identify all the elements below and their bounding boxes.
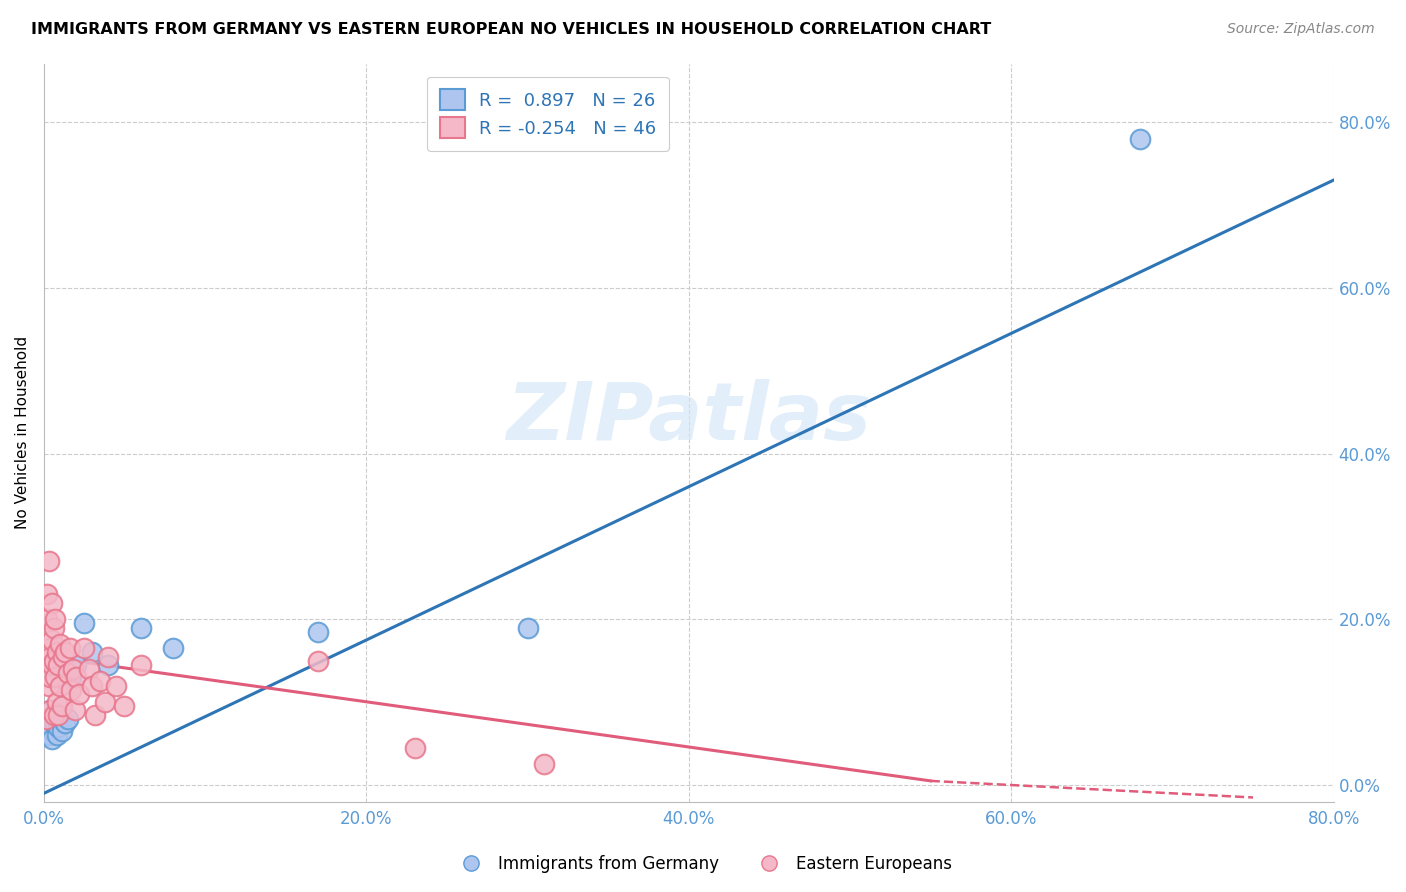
Point	[42, 621, 65, 635]
Point	[41, 724, 63, 739]
Point	[1129, 131, 1152, 145]
Point	[48, 707, 70, 722]
Point	[73, 641, 96, 656]
Point	[51, 699, 73, 714]
Point	[38, 554, 60, 568]
Point	[37, 587, 59, 601]
Point	[105, 679, 128, 693]
Point	[41, 732, 63, 747]
Point	[56, 666, 79, 681]
Point	[37, 612, 59, 626]
Point	[82, 679, 104, 693]
Point	[307, 654, 329, 668]
Point	[53, 645, 76, 659]
Text: IMMIGRANTS FROM GERMANY VS EASTERN EUROPEAN NO VEHICLES IN HOUSEHOLD CORRELATION: IMMIGRANTS FROM GERMANY VS EASTERN EUROP…	[31, 22, 991, 37]
Point	[48, 720, 70, 734]
Point	[53, 715, 76, 730]
Point	[65, 657, 87, 672]
Point	[63, 703, 86, 717]
Point	[37, 728, 59, 742]
Point	[39, 728, 62, 742]
Point	[39, 670, 62, 684]
Point	[65, 670, 87, 684]
Point	[41, 632, 63, 647]
Point	[48, 657, 70, 672]
Point	[404, 740, 426, 755]
Point	[129, 621, 152, 635]
Point	[60, 682, 83, 697]
Point	[52, 649, 75, 664]
Point	[38, 712, 60, 726]
Point	[44, 707, 66, 722]
Point	[51, 724, 73, 739]
Point	[38, 641, 60, 656]
Point	[49, 712, 72, 726]
Point	[39, 703, 62, 717]
Point	[39, 649, 62, 664]
Point	[97, 649, 120, 664]
Point	[34, 712, 56, 726]
Point	[41, 657, 63, 672]
Point	[39, 703, 62, 717]
Point	[45, 695, 67, 709]
Point	[44, 670, 66, 684]
Point	[73, 616, 96, 631]
Point	[84, 707, 107, 722]
Point	[49, 679, 72, 693]
Point	[45, 645, 67, 659]
Text: ZIPatlas: ZIPatlas	[506, 379, 872, 457]
Point	[114, 699, 136, 714]
Point	[97, 657, 120, 672]
Y-axis label: No Vehicles in Household: No Vehicles in Household	[15, 336, 30, 529]
Legend: Immigrants from Germany, Eastern Europeans: Immigrants from Germany, Eastern Europea…	[449, 848, 957, 880]
Point	[516, 621, 538, 635]
Point	[38, 679, 60, 693]
Point	[62, 662, 84, 676]
Point	[67, 687, 90, 701]
Point	[129, 657, 152, 672]
Point	[44, 612, 66, 626]
Text: Source: ZipAtlas.com: Source: ZipAtlas.com	[1227, 22, 1375, 37]
Point	[307, 624, 329, 639]
Point	[45, 728, 67, 742]
Point	[41, 596, 63, 610]
Point	[42, 707, 65, 722]
Point	[38, 720, 60, 734]
Point	[56, 712, 79, 726]
Point	[89, 674, 111, 689]
Point	[82, 645, 104, 659]
Point	[42, 654, 65, 668]
Legend: R =  0.897   N = 26, R = -0.254   N = 46: R = 0.897 N = 26, R = -0.254 N = 46	[427, 77, 669, 151]
Point	[162, 641, 184, 656]
Point	[533, 757, 555, 772]
Point	[77, 662, 100, 676]
Point	[49, 637, 72, 651]
Point	[60, 670, 83, 684]
Point	[42, 715, 65, 730]
Point	[59, 641, 82, 656]
Point	[34, 724, 56, 739]
Point	[94, 695, 117, 709]
